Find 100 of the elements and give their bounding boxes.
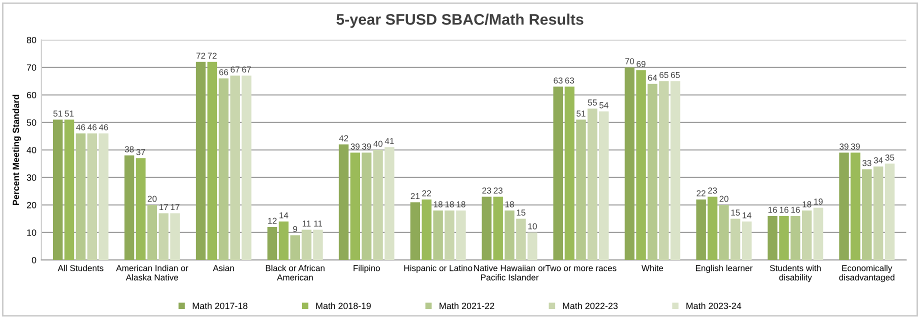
data-label: 20 — [148, 196, 157, 202]
bar — [564, 86, 574, 260]
bar — [313, 230, 323, 260]
data-label: 12 — [268, 218, 277, 224]
bar — [516, 218, 526, 260]
data-label: 51 — [64, 110, 74, 117]
bar — [528, 232, 538, 260]
data-label: 17 — [170, 204, 180, 210]
y-tick-label: 30 — [26, 174, 36, 181]
data-label: 18 — [505, 201, 514, 208]
x-tick-label: Two or more races — [546, 265, 616, 272]
data-label: 63 — [565, 77, 574, 84]
data-label: 34 — [874, 157, 883, 164]
bar — [218, 78, 229, 260]
data-label: 16 — [780, 206, 788, 213]
bar — [636, 70, 646, 260]
bar — [813, 208, 824, 260]
data-label: 23 — [494, 188, 503, 194]
y-tick-label: 80 — [26, 36, 36, 44]
data-label: 46 — [98, 124, 108, 130]
data-label: 39 — [850, 143, 860, 150]
bar — [362, 152, 372, 260]
bar — [207, 62, 218, 260]
bar — [708, 196, 718, 260]
data-label: 39 — [362, 143, 371, 150]
data-label: 22 — [422, 190, 431, 196]
data-label: 65 — [670, 72, 680, 78]
data-label: 23 — [482, 188, 492, 194]
data-label: 63 — [554, 77, 563, 84]
bar — [624, 67, 634, 260]
bar — [373, 150, 383, 260]
data-label: 22 — [696, 190, 706, 196]
data-label: 18 — [456, 201, 466, 208]
data-label: 37 — [136, 148, 146, 156]
data-label: 11 — [302, 220, 311, 227]
data-label: 18 — [445, 201, 454, 208]
bar — [862, 169, 872, 260]
bar — [670, 81, 680, 260]
x-tick-label: English learner — [696, 264, 753, 273]
bar — [884, 164, 895, 260]
bar — [873, 166, 884, 260]
bar — [504, 210, 514, 260]
x-tick-label: Asian — [212, 264, 234, 272]
bar — [768, 216, 778, 260]
data-label: 40 — [373, 140, 382, 147]
bar — [422, 199, 432, 260]
bar — [410, 202, 420, 260]
x-tick-label: Students with disability — [770, 264, 821, 282]
bar — [136, 158, 146, 260]
y-tick-label: 20 — [26, 202, 36, 208]
bar — [850, 152, 860, 260]
legend-label: Math 2022-23 — [563, 302, 618, 310]
data-label: 18 — [802, 201, 812, 208]
data-label: 19 — [814, 198, 823, 205]
data-label: 67 — [242, 66, 251, 73]
legend-label: Math 2017-18 — [192, 302, 248, 310]
data-label: 15 — [731, 210, 740, 216]
data-label: 55 — [588, 100, 597, 106]
bar — [87, 133, 98, 260]
data-label: 72 — [208, 52, 217, 59]
data-label: 64 — [648, 74, 658, 81]
y-axis-title: Percent Meeting Standard — [12, 94, 21, 206]
bar — [493, 196, 503, 260]
x-tick-label: Black or African American — [266, 264, 324, 280]
bar — [52, 120, 63, 260]
data-label: 17 — [159, 204, 168, 210]
bar — [779, 216, 789, 260]
bar — [242, 76, 252, 260]
bar — [196, 62, 206, 260]
data-label: 41 — [384, 138, 394, 144]
data-label: 9 — [293, 226, 298, 232]
data-label: 46 — [76, 124, 86, 130]
y-tick-label: 60 — [26, 92, 36, 98]
x-tick-label: Economically disadvantaged — [839, 264, 894, 282]
x-tick-label: American Indian or Alaska Native — [116, 264, 188, 280]
x-tick-label: White — [642, 264, 664, 272]
data-label: 16 — [791, 206, 800, 213]
bar — [230, 76, 240, 260]
bar — [170, 213, 180, 260]
y-tick-label: 0 — [32, 256, 36, 264]
x-tick-label: Hispanic or Latino — [404, 264, 472, 273]
bar — [350, 152, 360, 260]
chart-title: 5-year SFUSD SBAC/Math Results — [336, 14, 584, 28]
bar — [730, 218, 740, 260]
bar — [482, 196, 492, 260]
data-label: 16 — [768, 206, 777, 213]
data-label: 69 — [636, 60, 646, 68]
x-tick-label: Filipino — [354, 264, 380, 273]
bar — [278, 221, 289, 260]
bar — [553, 86, 563, 260]
bar — [158, 213, 168, 260]
legend-label: Math 2023-24 — [686, 302, 742, 310]
data-label: 42 — [339, 135, 348, 142]
data-label: 14 — [280, 212, 288, 218]
data-label: 46 — [88, 124, 97, 130]
bar — [76, 133, 86, 260]
data-label: 38 — [124, 146, 134, 152]
data-label: 70 — [625, 58, 634, 64]
data-label: 39 — [350, 143, 360, 150]
bar — [696, 199, 706, 260]
